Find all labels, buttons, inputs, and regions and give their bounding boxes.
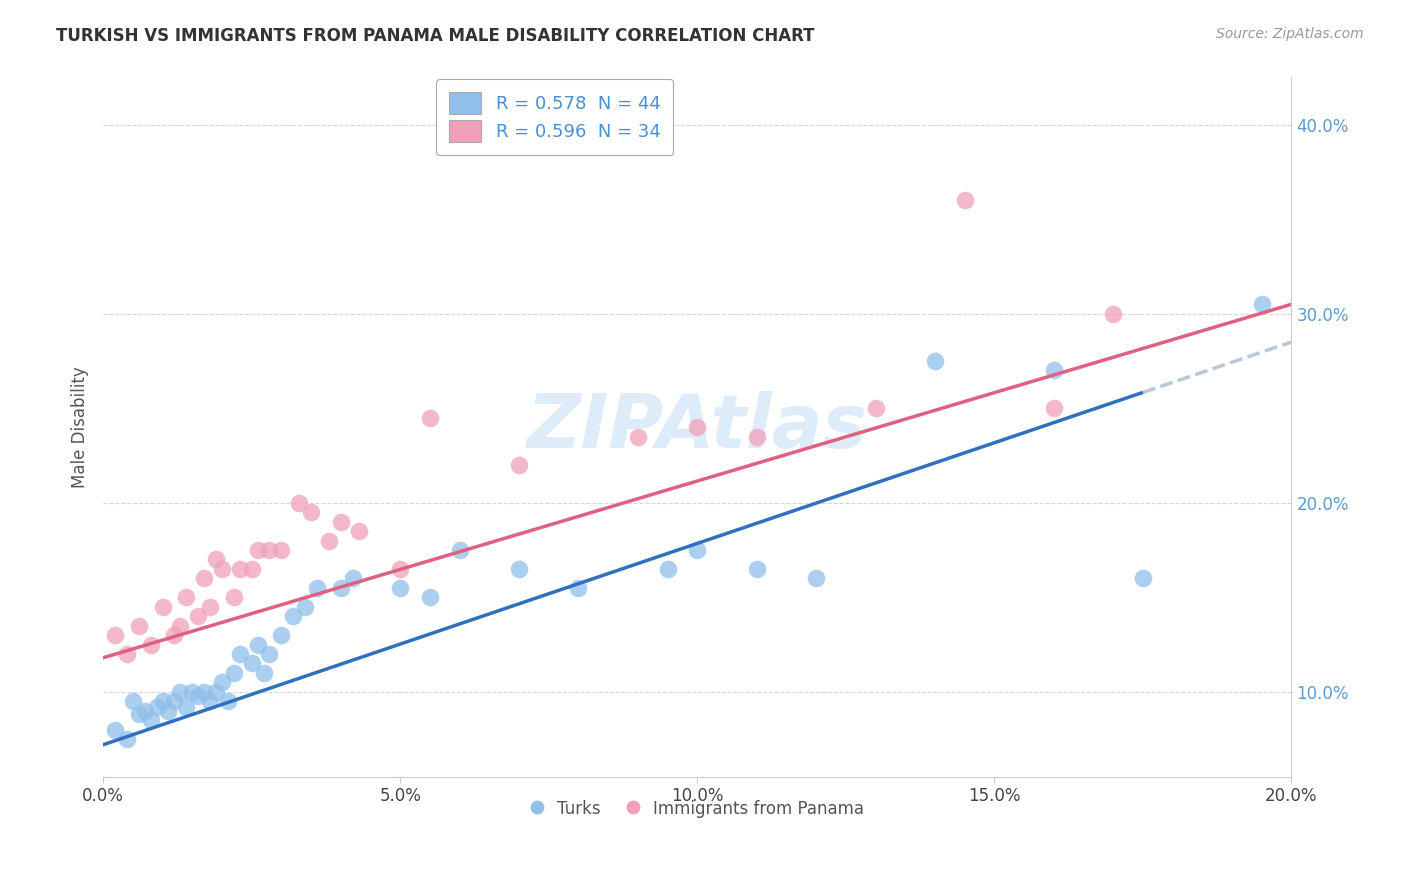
Point — [152, 694, 174, 708]
Point — [139, 638, 162, 652]
Point — [104, 723, 127, 737]
Point — [246, 638, 269, 652]
Point — [342, 571, 364, 585]
Point — [181, 685, 204, 699]
Point — [686, 420, 709, 434]
Point — [318, 533, 340, 548]
Point — [139, 713, 162, 727]
Legend: Turks, Immigrants from Panama: Turks, Immigrants from Panama — [524, 793, 870, 824]
Point — [128, 707, 150, 722]
Point — [1042, 401, 1064, 416]
Point — [229, 647, 252, 661]
Point — [169, 685, 191, 699]
Point — [252, 665, 274, 680]
Point — [288, 496, 311, 510]
Point — [198, 599, 221, 614]
Point — [953, 194, 976, 208]
Point — [924, 354, 946, 368]
Point — [205, 552, 228, 566]
Point — [229, 562, 252, 576]
Point — [865, 401, 887, 416]
Point — [240, 562, 263, 576]
Point — [193, 685, 215, 699]
Point — [627, 429, 650, 443]
Point — [508, 562, 530, 576]
Point — [1132, 571, 1154, 585]
Point — [222, 665, 245, 680]
Point — [657, 562, 679, 576]
Point — [205, 685, 228, 699]
Point — [217, 694, 239, 708]
Point — [128, 618, 150, 632]
Point — [283, 609, 305, 624]
Point — [104, 628, 127, 642]
Point — [121, 694, 143, 708]
Point — [270, 628, 292, 642]
Point — [193, 571, 215, 585]
Point — [134, 704, 156, 718]
Point — [745, 562, 768, 576]
Point — [198, 694, 221, 708]
Point — [419, 591, 441, 605]
Point — [246, 543, 269, 558]
Point — [176, 700, 198, 714]
Point — [389, 581, 412, 595]
Point — [389, 562, 412, 576]
Point — [329, 581, 352, 595]
Point — [115, 732, 138, 747]
Point — [270, 543, 292, 558]
Point — [259, 543, 281, 558]
Point — [745, 429, 768, 443]
Point — [187, 689, 209, 703]
Point — [163, 694, 186, 708]
Point — [419, 410, 441, 425]
Text: Source: ZipAtlas.com: Source: ZipAtlas.com — [1216, 27, 1364, 41]
Point — [259, 647, 281, 661]
Point — [299, 505, 322, 519]
Point — [294, 599, 316, 614]
Text: TURKISH VS IMMIGRANTS FROM PANAMA MALE DISABILITY CORRELATION CHART: TURKISH VS IMMIGRANTS FROM PANAMA MALE D… — [56, 27, 814, 45]
Point — [804, 571, 827, 585]
Point — [152, 599, 174, 614]
Point — [176, 591, 198, 605]
Point — [1042, 363, 1064, 377]
Point — [163, 628, 186, 642]
Point — [211, 675, 233, 690]
Text: ZIPAtlas: ZIPAtlas — [527, 391, 868, 464]
Point — [240, 657, 263, 671]
Point — [567, 581, 589, 595]
Point — [211, 562, 233, 576]
Point — [508, 458, 530, 472]
Point — [115, 647, 138, 661]
Point — [187, 609, 209, 624]
Point — [305, 581, 328, 595]
Point — [449, 543, 471, 558]
Point — [145, 700, 167, 714]
Y-axis label: Male Disability: Male Disability — [72, 367, 89, 488]
Point — [347, 524, 370, 538]
Point — [222, 591, 245, 605]
Point — [686, 543, 709, 558]
Point — [1250, 297, 1272, 311]
Point — [1102, 307, 1125, 321]
Point — [157, 704, 180, 718]
Point — [329, 515, 352, 529]
Point — [169, 618, 191, 632]
